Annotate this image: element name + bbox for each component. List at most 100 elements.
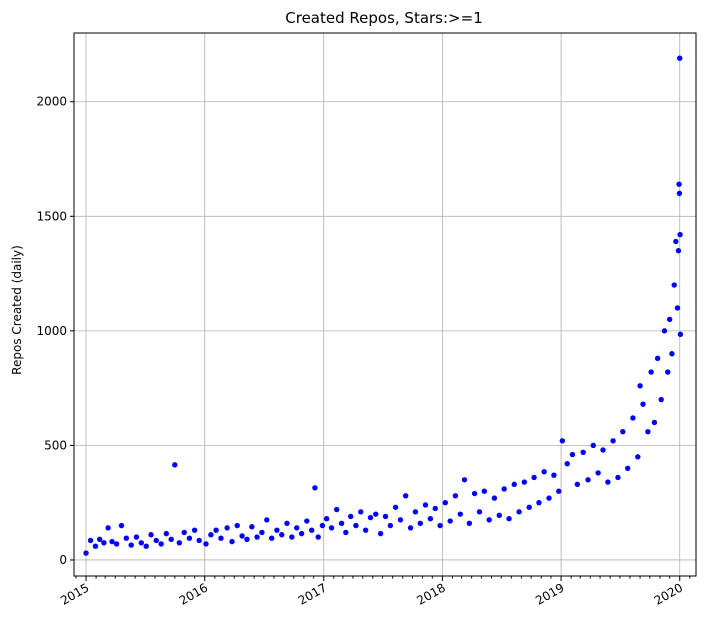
data-point	[422, 502, 429, 508]
data-point	[143, 543, 149, 549]
data-point	[676, 190, 683, 197]
data-point	[432, 505, 438, 512]
y-axis-label: Repos Created (daily)	[10, 245, 24, 375]
data-point	[412, 509, 419, 515]
y-tick-label: 1000	[36, 324, 67, 338]
data-point	[620, 428, 626, 435]
data-point	[353, 522, 359, 529]
data-point	[427, 516, 434, 522]
data-point	[559, 438, 566, 444]
data-point	[671, 282, 677, 288]
data-point	[635, 454, 641, 460]
x-tick-label: 2019	[533, 580, 566, 607]
data-point	[334, 506, 340, 513]
x-tick-label: 2020	[652, 580, 685, 607]
data-point	[491, 495, 498, 501]
data-point	[362, 527, 369, 533]
y-axis-ticks: 0 500 1000 1500 2000	[36, 95, 74, 567]
data-point	[294, 525, 300, 531]
data-point	[546, 495, 552, 501]
data-point	[138, 540, 145, 546]
chart-title: Created Repos, Stars:>=1	[285, 9, 482, 27]
data-point	[457, 511, 463, 517]
data-point	[654, 355, 661, 362]
data-point	[481, 488, 488, 494]
data-point	[651, 419, 658, 426]
data-point	[437, 522, 443, 529]
data-point	[323, 516, 330, 522]
data-point	[328, 525, 335, 531]
data-point	[387, 522, 394, 529]
data-point	[358, 509, 364, 515]
data-point	[625, 465, 631, 472]
x-tick-label: 2016	[177, 580, 210, 607]
data-point	[476, 509, 483, 515]
data-point	[536, 499, 542, 506]
data-point	[133, 534, 140, 540]
data-point	[447, 518, 453, 524]
data-point	[382, 513, 389, 520]
data-point	[615, 474, 621, 481]
data-point	[569, 451, 576, 458]
data-point	[92, 543, 99, 549]
grid	[74, 33, 696, 576]
data-point	[181, 529, 187, 536]
data-point	[113, 541, 120, 547]
data-point	[264, 517, 270, 523]
data-point	[630, 415, 636, 421]
data-point	[229, 538, 235, 545]
data-point	[338, 520, 345, 527]
data-point	[574, 481, 581, 488]
data-point	[516, 509, 522, 515]
data-point	[163, 530, 170, 537]
x-tick-label: 2018	[414, 580, 447, 607]
data-point	[541, 469, 547, 475]
data-point	[118, 522, 125, 529]
data-point	[218, 535, 224, 541]
data-point	[551, 472, 557, 478]
data-point	[279, 532, 285, 538]
data-point	[466, 520, 473, 527]
data-point	[96, 536, 103, 543]
data-point	[486, 517, 492, 523]
data-point	[590, 442, 596, 449]
data-point	[665, 369, 671, 375]
data-point	[203, 541, 209, 547]
data-point	[580, 449, 586, 455]
data-point	[289, 534, 295, 540]
data-point	[123, 535, 130, 541]
data-point	[312, 485, 318, 491]
data-point	[658, 396, 664, 403]
data-point	[308, 527, 315, 533]
data-point	[105, 525, 111, 531]
data-point	[666, 316, 673, 323]
data-point	[234, 522, 240, 529]
data-point	[153, 537, 159, 544]
data-point	[397, 517, 404, 523]
data-point	[213, 527, 219, 533]
y-tick-label: 500	[44, 438, 67, 452]
data-point	[677, 55, 683, 61]
data-point	[669, 351, 675, 357]
data-point	[645, 428, 651, 435]
data-point	[87, 537, 94, 544]
data-point	[637, 383, 643, 389]
data-point	[526, 504, 532, 510]
data-point	[556, 488, 562, 494]
x-tick-label: 2017	[296, 580, 329, 607]
y-tick-label: 0	[59, 553, 67, 567]
data-point	[585, 477, 591, 483]
data-point	[315, 534, 321, 540]
data-point	[677, 231, 683, 238]
data-point	[377, 530, 384, 537]
data-point	[367, 514, 374, 521]
data-point	[673, 238, 679, 245]
data-point	[564, 461, 570, 467]
plot-frame	[73, 32, 697, 577]
data-point	[284, 520, 290, 527]
data-point	[268, 535, 275, 541]
data-point	[402, 493, 409, 499]
data-point	[531, 474, 537, 481]
data-point	[101, 540, 107, 546]
